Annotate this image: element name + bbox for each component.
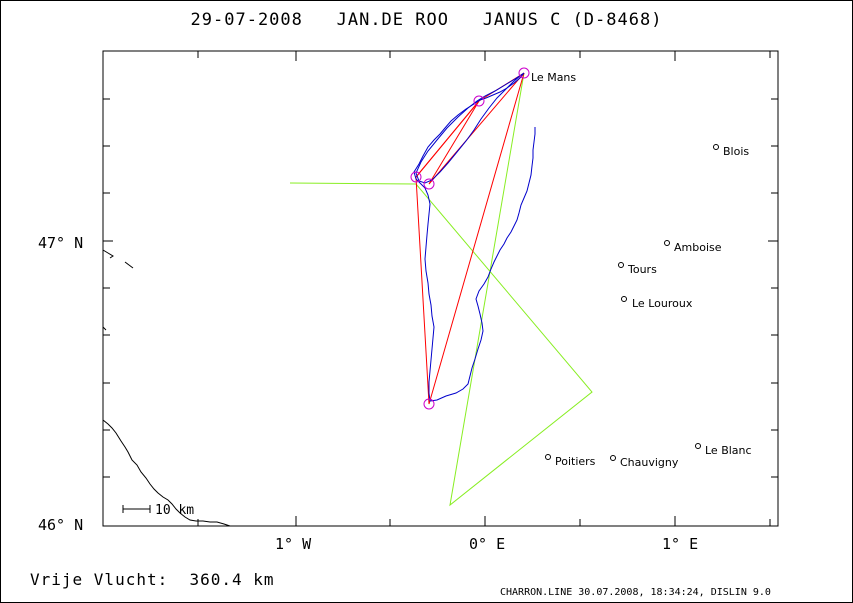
task-route-extra	[415, 72, 525, 185]
free-flight-summary: Vrije Vlucht: 360.4 km	[30, 570, 275, 589]
lon-label-1e: 1° E	[662, 535, 698, 553]
town-label-blois: Blois	[723, 145, 749, 158]
town-label-tours: Tours	[627, 263, 657, 276]
town-label-chauvigny: Chauvigny	[620, 456, 679, 469]
turnpoint-5	[423, 398, 435, 410]
pilot-name: JAN.DE ROO	[336, 10, 449, 30]
coastline	[102, 249, 231, 527]
map-border	[102, 50, 779, 527]
town-marker-chauvigny	[610, 455, 616, 461]
flight-date: 29-07-2008	[190, 10, 303, 30]
turnpoints	[410, 67, 530, 410]
town-marker-le-louroux	[621, 296, 627, 302]
town-markers	[545, 144, 719, 461]
footer-info: CHARRON.LINE 30.07.2008, 18:34:24, DISLI…	[500, 587, 771, 598]
town-marker-blois	[713, 144, 719, 150]
turnpoint-3	[410, 171, 422, 183]
top-ticks	[197, 51, 771, 61]
town-label-le-mans: Le Mans	[531, 71, 576, 84]
town-marker-amboise	[664, 240, 670, 246]
summary-label: Vrije Vlucht:	[30, 570, 169, 589]
task-route	[415, 72, 525, 405]
glider-name: JANUS C (D-8468)	[482, 10, 663, 30]
right-ticks	[768, 98, 778, 478]
summary-distance: 360.4 km	[189, 570, 275, 589]
scale-bar-label: 10 km	[155, 503, 194, 518]
left-ticks	[103, 98, 113, 478]
town-marker-le-blanc	[695, 443, 701, 449]
town-label-poitiers: Poitiers	[555, 455, 596, 468]
fai-triangle	[289, 72, 593, 507]
lon-label-0e: 0° E	[469, 535, 505, 553]
flight-title: 29-07-2008 JAN.DE ROO JANUS C (D-8468)	[0, 10, 853, 30]
town-label-amboise: Amboise	[674, 241, 722, 254]
turnpoint-4	[423, 178, 435, 190]
town-marker-poitiers	[545, 454, 551, 460]
town-label-le-blanc: Le Blanc	[705, 444, 752, 457]
flight-track	[413, 72, 536, 402]
turnpoint-2	[473, 95, 485, 107]
lon-label-1w: 1° W	[275, 535, 312, 553]
lat-label-47: 47° N	[38, 234, 83, 252]
bottom-ticks	[197, 516, 771, 526]
town-marker-tours	[618, 262, 624, 268]
scale-bar	[122, 505, 151, 513]
lat-label-46: 46° N	[38, 516, 83, 534]
town-label-le-louroux: Le Louroux	[632, 297, 693, 310]
turnpoint-le-mans	[518, 67, 530, 79]
